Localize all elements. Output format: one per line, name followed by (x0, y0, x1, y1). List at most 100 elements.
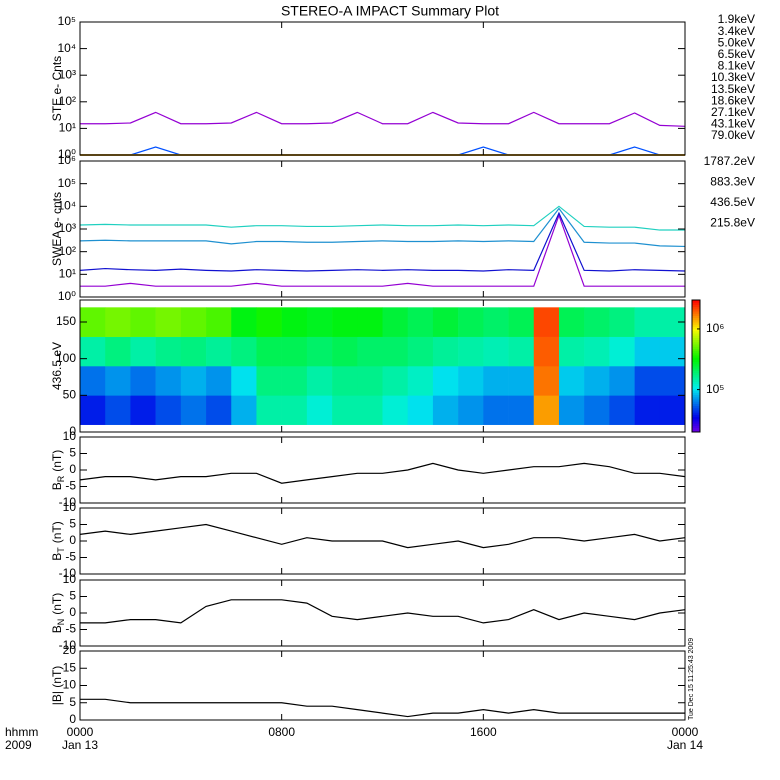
heatmap-cell (382, 307, 409, 337)
x-date-label: Jan 14 (667, 738, 703, 752)
colorbar-segment (692, 396, 700, 400)
y-tick-label: -5 (65, 479, 76, 493)
colorbar-tick-label: 10⁶ (706, 321, 724, 335)
y-tick-label: 10 (63, 500, 77, 514)
y-axis-label-main: 436.5 eV (50, 342, 64, 390)
y-tick-label: 10³ (59, 221, 76, 235)
colorbar-segment (692, 341, 700, 345)
colorbar-segment (692, 355, 700, 358)
heatmap-cell (382, 366, 409, 396)
heatmap-cell (105, 307, 131, 337)
y-axis-label-sub: N (56, 619, 66, 626)
heatmap-cell (533, 336, 560, 367)
legend-entry: 215.8eV (710, 216, 755, 230)
y-axis-label-unit: (nT) (50, 521, 64, 543)
y-tick-label: 10⁶ (58, 153, 76, 167)
panel-frame (79, 21, 686, 156)
heatmap-cell (180, 307, 207, 337)
heatmap-cell (105, 366, 131, 396)
data-line (79, 211, 686, 272)
heatmap-cell (306, 366, 333, 396)
colorbar-segment (692, 379, 700, 382)
heatmap-cell (332, 336, 358, 367)
colorbar-segment (692, 377, 700, 380)
heatmap-cell (634, 307, 661, 337)
heatmap-cell (584, 395, 610, 425)
y-tick-label: 0 (69, 605, 76, 619)
heatmap-cell (130, 336, 156, 367)
y-tick-label: -10 (59, 495, 77, 509)
heatmap-cell (256, 307, 282, 337)
legend-entry: 18.6keV (711, 93, 755, 107)
heatmap-cell (483, 307, 509, 337)
heatmap-cell (180, 395, 207, 425)
colorbar-segment (692, 322, 700, 325)
heatmap-cell (458, 395, 484, 425)
heatmap-cell (155, 336, 182, 367)
heatmap-cell (458, 307, 484, 337)
y-tick-label: -10 (59, 566, 77, 580)
colorbar-segment (692, 392, 700, 396)
heatmap-cell (432, 366, 459, 396)
colorbar-segment (692, 405, 700, 409)
data-line (80, 111, 686, 127)
heatmap-cell (357, 336, 383, 367)
y-tick-label: 0 (69, 533, 76, 547)
y-tick-label: 10⁰ (58, 289, 76, 303)
heatmap-cell (130, 395, 156, 425)
y-tick-label: 0 (69, 424, 76, 438)
heatmap-cell (256, 395, 282, 425)
colorbar-segment (692, 306, 700, 310)
y-axis-label-main: B (50, 482, 64, 490)
colorbar-frame (691, 299, 701, 433)
legend-entry: 5.0keV (718, 35, 755, 49)
y-tick-label: 5 (69, 517, 76, 531)
colorbar-segment (692, 315, 700, 319)
y-tick-label: 10⁰ (58, 147, 76, 161)
x-tick-label: 1600 (470, 725, 497, 739)
colorbar-segment (692, 359, 700, 363)
x-tick-label: 0000 (672, 725, 699, 739)
heatmap-cell (508, 395, 535, 425)
heatmap-cell (659, 336, 686, 367)
heatmap-cell (332, 307, 358, 337)
data-line (80, 698, 685, 718)
colorbar-segment (692, 319, 700, 323)
heatmap-cell (483, 336, 509, 367)
colorbar-segment (692, 410, 700, 413)
y-tick-label: 5 (69, 589, 76, 603)
colorbar-segment (692, 403, 700, 407)
colorbar-segment (692, 418, 700, 422)
legend-entry: 13.5keV (711, 82, 755, 96)
heatmap-cell (357, 366, 383, 396)
heatmap-cell (508, 307, 535, 337)
legend-entry: 6.5keV (718, 47, 755, 61)
heatmap-cell (458, 366, 484, 396)
y-tick-label: 15 (63, 660, 77, 674)
y-tick-label: 0 (69, 712, 76, 726)
heatmap-cell (256, 366, 282, 396)
heatmap-cell (281, 395, 308, 425)
y-tick-label: 10 (63, 678, 77, 692)
heatmap-cell (105, 336, 131, 367)
colorbar-segment (692, 333, 700, 336)
heatmap-cell (584, 336, 610, 367)
y-tick-label: 10¹ (59, 267, 76, 281)
heatmap-cell (206, 395, 232, 425)
heatmap-cell (155, 307, 182, 337)
data-line (80, 599, 686, 624)
legend-entry: 10.3keV (711, 70, 755, 84)
heatmap-cell (533, 395, 560, 425)
y-axis-label: 436.5 eV (50, 342, 64, 390)
heatmap-cell (634, 395, 661, 425)
colorbar-segment (692, 326, 700, 330)
colorbar-segment (692, 361, 700, 365)
heatmap-cell (407, 336, 434, 367)
y-axis-label-main: |B| (nT) (50, 666, 64, 706)
y-axis-label: BN (nT) (50, 593, 66, 634)
y-axis-label-main: SWEA e- cnts (50, 192, 64, 266)
legend-entry: 1787.2eV (704, 154, 755, 168)
heatmap-cell (80, 366, 106, 396)
heatmap-cell (231, 366, 257, 396)
